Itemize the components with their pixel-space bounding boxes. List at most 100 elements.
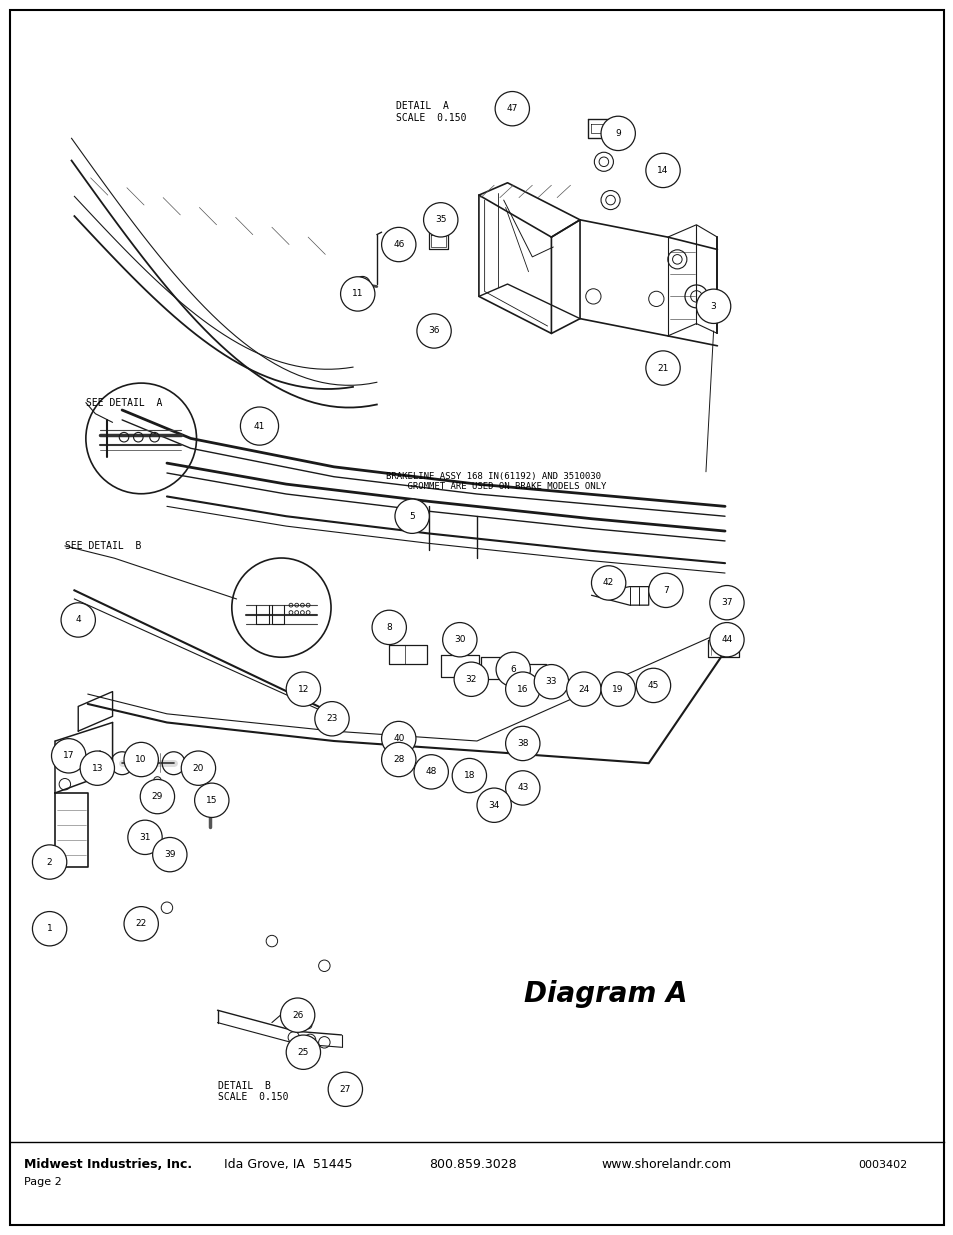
Circle shape	[80, 751, 114, 785]
Circle shape	[340, 277, 375, 311]
Circle shape	[140, 779, 174, 814]
Text: 34: 34	[488, 800, 499, 810]
Text: 21: 21	[657, 363, 668, 373]
Text: 11: 11	[352, 289, 363, 299]
Text: 43: 43	[517, 783, 528, 793]
Text: 0003402: 0003402	[858, 1160, 907, 1170]
Text: www.shorelandr.com: www.shorelandr.com	[600, 1158, 730, 1171]
Text: 24: 24	[578, 684, 589, 694]
Text: 22: 22	[135, 919, 147, 929]
Text: 16: 16	[517, 684, 528, 694]
Text: 8: 8	[386, 622, 392, 632]
Circle shape	[566, 672, 600, 706]
Circle shape	[423, 203, 457, 237]
Text: 4: 4	[75, 615, 81, 625]
Text: 44: 44	[720, 635, 732, 645]
Circle shape	[505, 726, 539, 761]
Text: 18: 18	[463, 771, 475, 781]
Circle shape	[181, 751, 215, 785]
Circle shape	[476, 788, 511, 823]
Text: DETAIL  A
SCALE  0.150: DETAIL A SCALE 0.150	[395, 101, 466, 122]
Circle shape	[280, 998, 314, 1032]
Text: 27: 27	[339, 1084, 351, 1094]
Text: 20: 20	[193, 763, 204, 773]
Text: 29: 29	[152, 792, 163, 802]
Circle shape	[286, 1035, 320, 1070]
Text: 17: 17	[63, 751, 74, 761]
Text: 31: 31	[139, 832, 151, 842]
Circle shape	[381, 721, 416, 756]
Text: Midwest Industries, Inc.: Midwest Industries, Inc.	[24, 1158, 192, 1171]
Text: 46: 46	[393, 240, 404, 249]
Text: 12: 12	[297, 684, 309, 694]
Text: 26: 26	[292, 1010, 303, 1020]
Circle shape	[505, 672, 539, 706]
Text: 19: 19	[612, 684, 623, 694]
Text: 5: 5	[409, 511, 415, 521]
Circle shape	[395, 499, 429, 534]
Circle shape	[452, 758, 486, 793]
Text: 36: 36	[428, 326, 439, 336]
Circle shape	[381, 742, 416, 777]
Text: 9: 9	[615, 128, 620, 138]
Circle shape	[709, 585, 743, 620]
Circle shape	[32, 911, 67, 946]
Text: 7: 7	[662, 585, 668, 595]
Circle shape	[328, 1072, 362, 1107]
Text: DETAIL  B
SCALE  0.150: DETAIL B SCALE 0.150	[217, 1081, 288, 1102]
Text: 1: 1	[47, 924, 52, 934]
Circle shape	[240, 408, 278, 445]
Text: 39: 39	[164, 850, 175, 860]
Text: 15: 15	[206, 795, 217, 805]
Circle shape	[709, 622, 743, 657]
Circle shape	[591, 566, 625, 600]
Text: SEE DETAIL  B: SEE DETAIL B	[65, 541, 141, 551]
Circle shape	[534, 664, 568, 699]
Circle shape	[645, 153, 679, 188]
Circle shape	[600, 672, 635, 706]
Text: 30: 30	[454, 635, 465, 645]
Text: 45: 45	[647, 680, 659, 690]
Text: 13: 13	[91, 763, 103, 773]
Circle shape	[124, 742, 158, 777]
Text: SEE DETAIL  A: SEE DETAIL A	[86, 398, 162, 408]
Text: 35: 35	[435, 215, 446, 225]
Circle shape	[414, 755, 448, 789]
Text: Ida Grove, IA  51445: Ida Grove, IA 51445	[224, 1158, 353, 1171]
Circle shape	[416, 314, 451, 348]
Text: 14: 14	[657, 165, 668, 175]
Text: 25: 25	[297, 1047, 309, 1057]
Circle shape	[381, 227, 416, 262]
Text: 38: 38	[517, 739, 528, 748]
Text: 40: 40	[393, 734, 404, 743]
Text: 41: 41	[253, 421, 265, 431]
Circle shape	[51, 739, 86, 773]
Circle shape	[442, 622, 476, 657]
Circle shape	[194, 783, 229, 818]
Circle shape	[372, 610, 406, 645]
Text: Diagram A: Diagram A	[523, 981, 687, 1008]
Circle shape	[648, 573, 682, 608]
Circle shape	[61, 603, 95, 637]
Circle shape	[505, 771, 539, 805]
Circle shape	[600, 116, 635, 151]
Circle shape	[286, 672, 320, 706]
Circle shape	[496, 652, 530, 687]
Circle shape	[314, 701, 349, 736]
Circle shape	[152, 837, 187, 872]
Circle shape	[454, 662, 488, 697]
Circle shape	[495, 91, 529, 126]
Text: 10: 10	[135, 755, 147, 764]
Text: 2: 2	[47, 857, 52, 867]
Text: 47: 47	[506, 104, 517, 114]
Text: 6: 6	[510, 664, 516, 674]
Text: Page 2: Page 2	[24, 1177, 62, 1187]
Circle shape	[696, 289, 730, 324]
Circle shape	[128, 820, 162, 855]
Circle shape	[32, 845, 67, 879]
Text: 28: 28	[393, 755, 404, 764]
Text: 32: 32	[465, 674, 476, 684]
Text: 800.859.3028: 800.859.3028	[429, 1158, 517, 1171]
Circle shape	[636, 668, 670, 703]
Circle shape	[124, 906, 158, 941]
